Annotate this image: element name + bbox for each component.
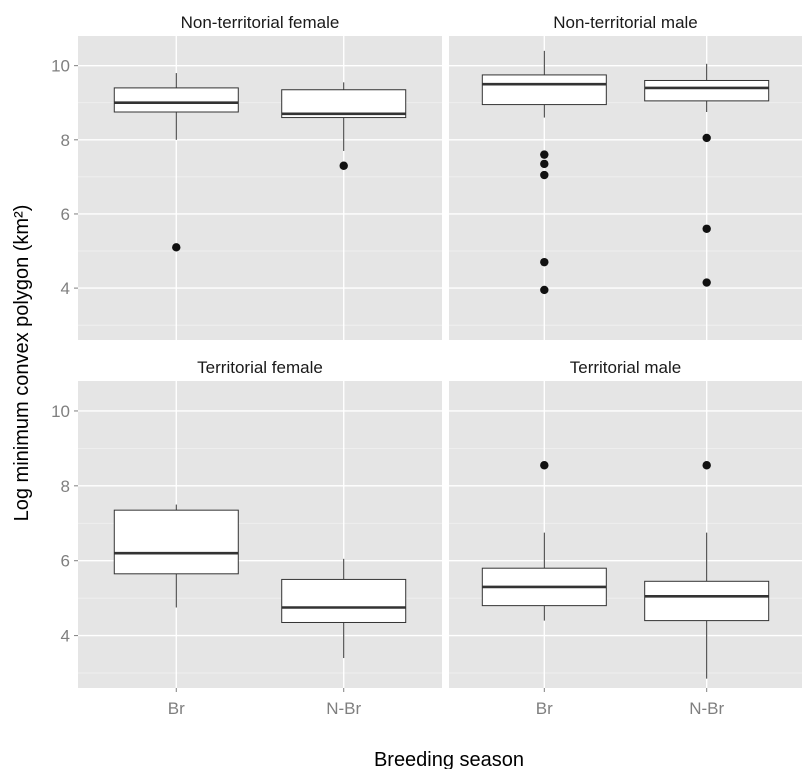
box-iqr: [645, 80, 769, 100]
outlier-point: [702, 278, 710, 286]
x-axis-title: Breeding season: [374, 749, 524, 769]
facet-title: Territorial male: [570, 358, 681, 377]
box-iqr: [114, 510, 238, 574]
outlier-point: [702, 134, 710, 142]
y-tick-label: 10: [51, 402, 70, 421]
outlier-point: [340, 162, 348, 170]
box-iqr: [282, 579, 406, 622]
facet-title: Non-territorial female: [181, 13, 340, 32]
x-tick-label: Br: [168, 699, 185, 718]
box-iqr: [482, 75, 606, 105]
outlier-point: [540, 171, 548, 179]
outlier-point: [540, 160, 548, 168]
facet-panel: Non-territorial male: [449, 8, 802, 340]
facet-title: Non-territorial male: [553, 13, 698, 32]
y-axis-title: Log minimum convex polygon (km²): [11, 205, 33, 522]
y-tick-label: 6: [61, 205, 70, 224]
outlier-point: [702, 461, 710, 469]
y-tick-label: 4: [61, 279, 70, 298]
x-tick-label: N-Br: [689, 699, 724, 718]
y-tick-label: 6: [61, 552, 70, 571]
y-tick-label: 10: [51, 57, 70, 76]
outlier-point: [540, 461, 548, 469]
y-tick-label: 8: [61, 131, 70, 150]
x-tick-label: N-Br: [326, 699, 361, 718]
x-tick-label: Br: [536, 699, 553, 718]
facet-panel: Territorial female 4 6 8 10 Br N-Br: [51, 353, 442, 718]
y-tick-label: 8: [61, 477, 70, 496]
outlier-point: [540, 286, 548, 294]
panel-background: [78, 36, 442, 340]
outlier-point: [540, 258, 548, 266]
box-iqr: [645, 581, 769, 620]
outlier-point: [540, 150, 548, 158]
box-iqr: [114, 88, 238, 112]
y-tick-label: 4: [61, 627, 70, 646]
facet-title: Territorial female: [197, 358, 323, 377]
outlier-point: [702, 225, 710, 233]
outlier-point: [172, 243, 180, 251]
facet-panel: Territorial male Br N-Br: [449, 353, 802, 718]
panel-background: [449, 381, 802, 688]
facet-panel: Non-territorial female 4 6 8 10: [51, 8, 442, 340]
panels-layer: Non-territorial female46810Non-territori…: [51, 8, 802, 718]
